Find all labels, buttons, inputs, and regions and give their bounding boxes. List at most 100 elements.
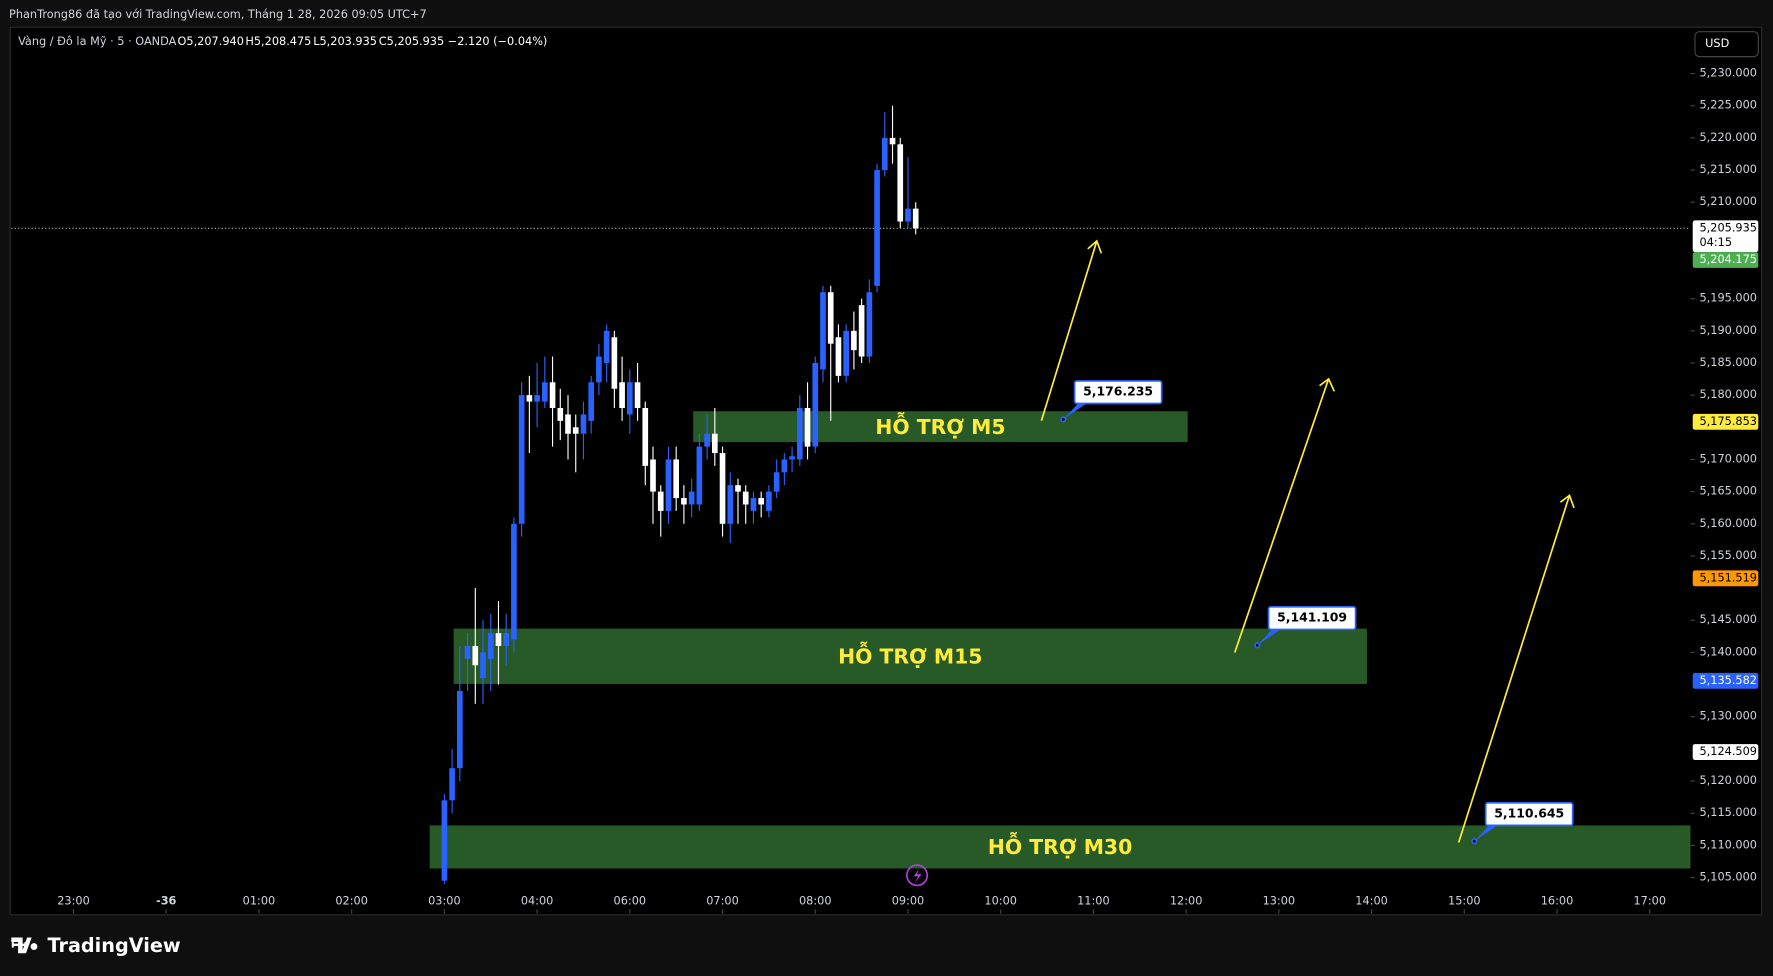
price-tag bbox=[1692, 744, 1759, 760]
candle-body bbox=[750, 498, 757, 511]
price-tag-sub: 04:15 bbox=[1700, 236, 1733, 249]
candle-body bbox=[727, 485, 734, 524]
candle-body bbox=[472, 645, 479, 666]
candle-body bbox=[673, 459, 680, 499]
candle-body bbox=[812, 362, 819, 447]
currency[interactable]: USD bbox=[1705, 37, 1729, 50]
candle-body bbox=[804, 408, 811, 447]
candle-body bbox=[611, 337, 618, 389]
candle-body bbox=[511, 523, 517, 640]
x-tick-label: 03:00 bbox=[428, 894, 461, 907]
candle-body bbox=[866, 292, 873, 357]
x-tick-label: -36 bbox=[156, 894, 177, 907]
zone-label: HỖ TRỢ M15 bbox=[838, 640, 982, 668]
y-tick-label: 5,115.000 bbox=[1700, 806, 1758, 819]
candle-body bbox=[874, 170, 880, 286]
y-tick-label: 5,170.000 bbox=[1700, 452, 1758, 465]
candle-body bbox=[619, 382, 625, 409]
x-tick-label: 13:00 bbox=[1263, 894, 1296, 907]
arrow bbox=[1457, 493, 1575, 843]
candle-body bbox=[843, 330, 849, 376]
y-tick-label: 5,130.000 bbox=[1700, 710, 1758, 723]
y-tick-label: 5,215.000 bbox=[1700, 163, 1758, 176]
candle-body bbox=[742, 491, 749, 505]
candle-body bbox=[912, 208, 919, 229]
price-tag bbox=[1692, 252, 1759, 268]
candle-body bbox=[650, 459, 656, 492]
candle-body bbox=[572, 427, 579, 434]
x-tick-label: 15:00 bbox=[1448, 894, 1481, 907]
candle-body bbox=[518, 395, 525, 524]
x-tick-label: 06:00 bbox=[614, 894, 647, 907]
legend-line: Vàng / Đô la Mỹ · 5 · OANDA O5,207.940 H… bbox=[18, 35, 547, 48]
logo-icon bbox=[11, 937, 38, 954]
credit: PhanTrong86 đã tạo với TradingView.com, … bbox=[9, 8, 427, 21]
candle-body bbox=[820, 292, 826, 370]
x-tick-label: 07:00 bbox=[706, 894, 739, 907]
support-zone bbox=[453, 628, 1367, 684]
candle-body bbox=[449, 768, 455, 801]
y-tick-label: 5,145.000 bbox=[1700, 613, 1758, 626]
zone-label: HỖ TRỢ M30 bbox=[988, 831, 1132, 859]
x-tick-label: 01:00 bbox=[243, 894, 276, 907]
y-tick-label: 5,185.000 bbox=[1700, 356, 1758, 369]
price-tag bbox=[1692, 672, 1759, 689]
candle-body bbox=[588, 382, 595, 421]
candle-body bbox=[789, 456, 795, 460]
candle-body bbox=[827, 292, 834, 344]
candle-body bbox=[681, 498, 687, 505]
open: O5,207.940 bbox=[178, 35, 244, 48]
candle-body bbox=[534, 395, 540, 402]
zone-label: HỖ TRỢ M5 bbox=[875, 411, 1005, 439]
candle-body bbox=[688, 491, 695, 505]
x-tick-label: 14:00 bbox=[1355, 894, 1388, 907]
price-tag-label: 5,205.935 bbox=[1700, 221, 1758, 234]
event-icon[interactable] bbox=[906, 864, 929, 887]
y-tick-label: 5,165.000 bbox=[1700, 485, 1758, 498]
candle-body bbox=[634, 382, 641, 409]
x-tick-label: 16:00 bbox=[1541, 894, 1574, 907]
candle-body bbox=[495, 633, 502, 646]
annotation-box bbox=[1073, 380, 1163, 405]
y-tick-label: 5,110.000 bbox=[1700, 838, 1758, 851]
candle-body bbox=[696, 446, 703, 505]
brand: TradingView bbox=[47, 934, 180, 957]
x-tick-label: 08:00 bbox=[799, 894, 832, 907]
candle-body bbox=[711, 433, 718, 454]
candle-body bbox=[851, 330, 857, 351]
x-tick-label: 17:00 bbox=[1633, 894, 1666, 907]
x-tick-label: 10:00 bbox=[984, 894, 1017, 907]
candle-body bbox=[626, 382, 633, 415]
annotation-label: 5,110.645 bbox=[1494, 806, 1564, 821]
candle-body bbox=[735, 485, 741, 492]
annotation-label: 5,141.109 bbox=[1277, 610, 1347, 625]
candle-body bbox=[526, 395, 533, 402]
x-tick-label: 23:00 bbox=[57, 894, 90, 907]
y-tick-label: 5,180.000 bbox=[1700, 388, 1758, 401]
candle-body bbox=[773, 472, 780, 492]
candle-body bbox=[603, 330, 610, 363]
candle-body bbox=[704, 433, 710, 447]
arrow bbox=[1233, 377, 1336, 653]
price-tag-label: 5,151.519 bbox=[1700, 571, 1758, 584]
symbol: Vàng / Đô la Mỹ · 5 · OANDA bbox=[18, 35, 177, 48]
candle-body bbox=[905, 208, 911, 222]
candle-body bbox=[897, 144, 904, 222]
change: −2.120 (−0.04%) bbox=[448, 35, 548, 48]
candle-body bbox=[580, 414, 587, 434]
candle-body bbox=[487, 633, 494, 659]
y-tick-label: 5,190.000 bbox=[1700, 324, 1758, 337]
high: H5,208.475 bbox=[245, 35, 311, 48]
y-tick-label: 5,140.000 bbox=[1700, 645, 1758, 658]
price-tag-label: 5,175.853 bbox=[1700, 415, 1758, 428]
candle-body bbox=[719, 453, 726, 524]
y-tick-label: 5,120.000 bbox=[1700, 774, 1758, 787]
chart-panel bbox=[9, 26, 1763, 916]
event-bolt bbox=[913, 868, 922, 884]
x-tick-label: 12:00 bbox=[1170, 894, 1203, 907]
y-tick-label: 5,195.000 bbox=[1700, 292, 1758, 305]
currency-button[interactable] bbox=[1694, 31, 1759, 58]
annotation-box bbox=[1267, 605, 1357, 631]
x-tick-label: 09:00 bbox=[892, 894, 925, 907]
